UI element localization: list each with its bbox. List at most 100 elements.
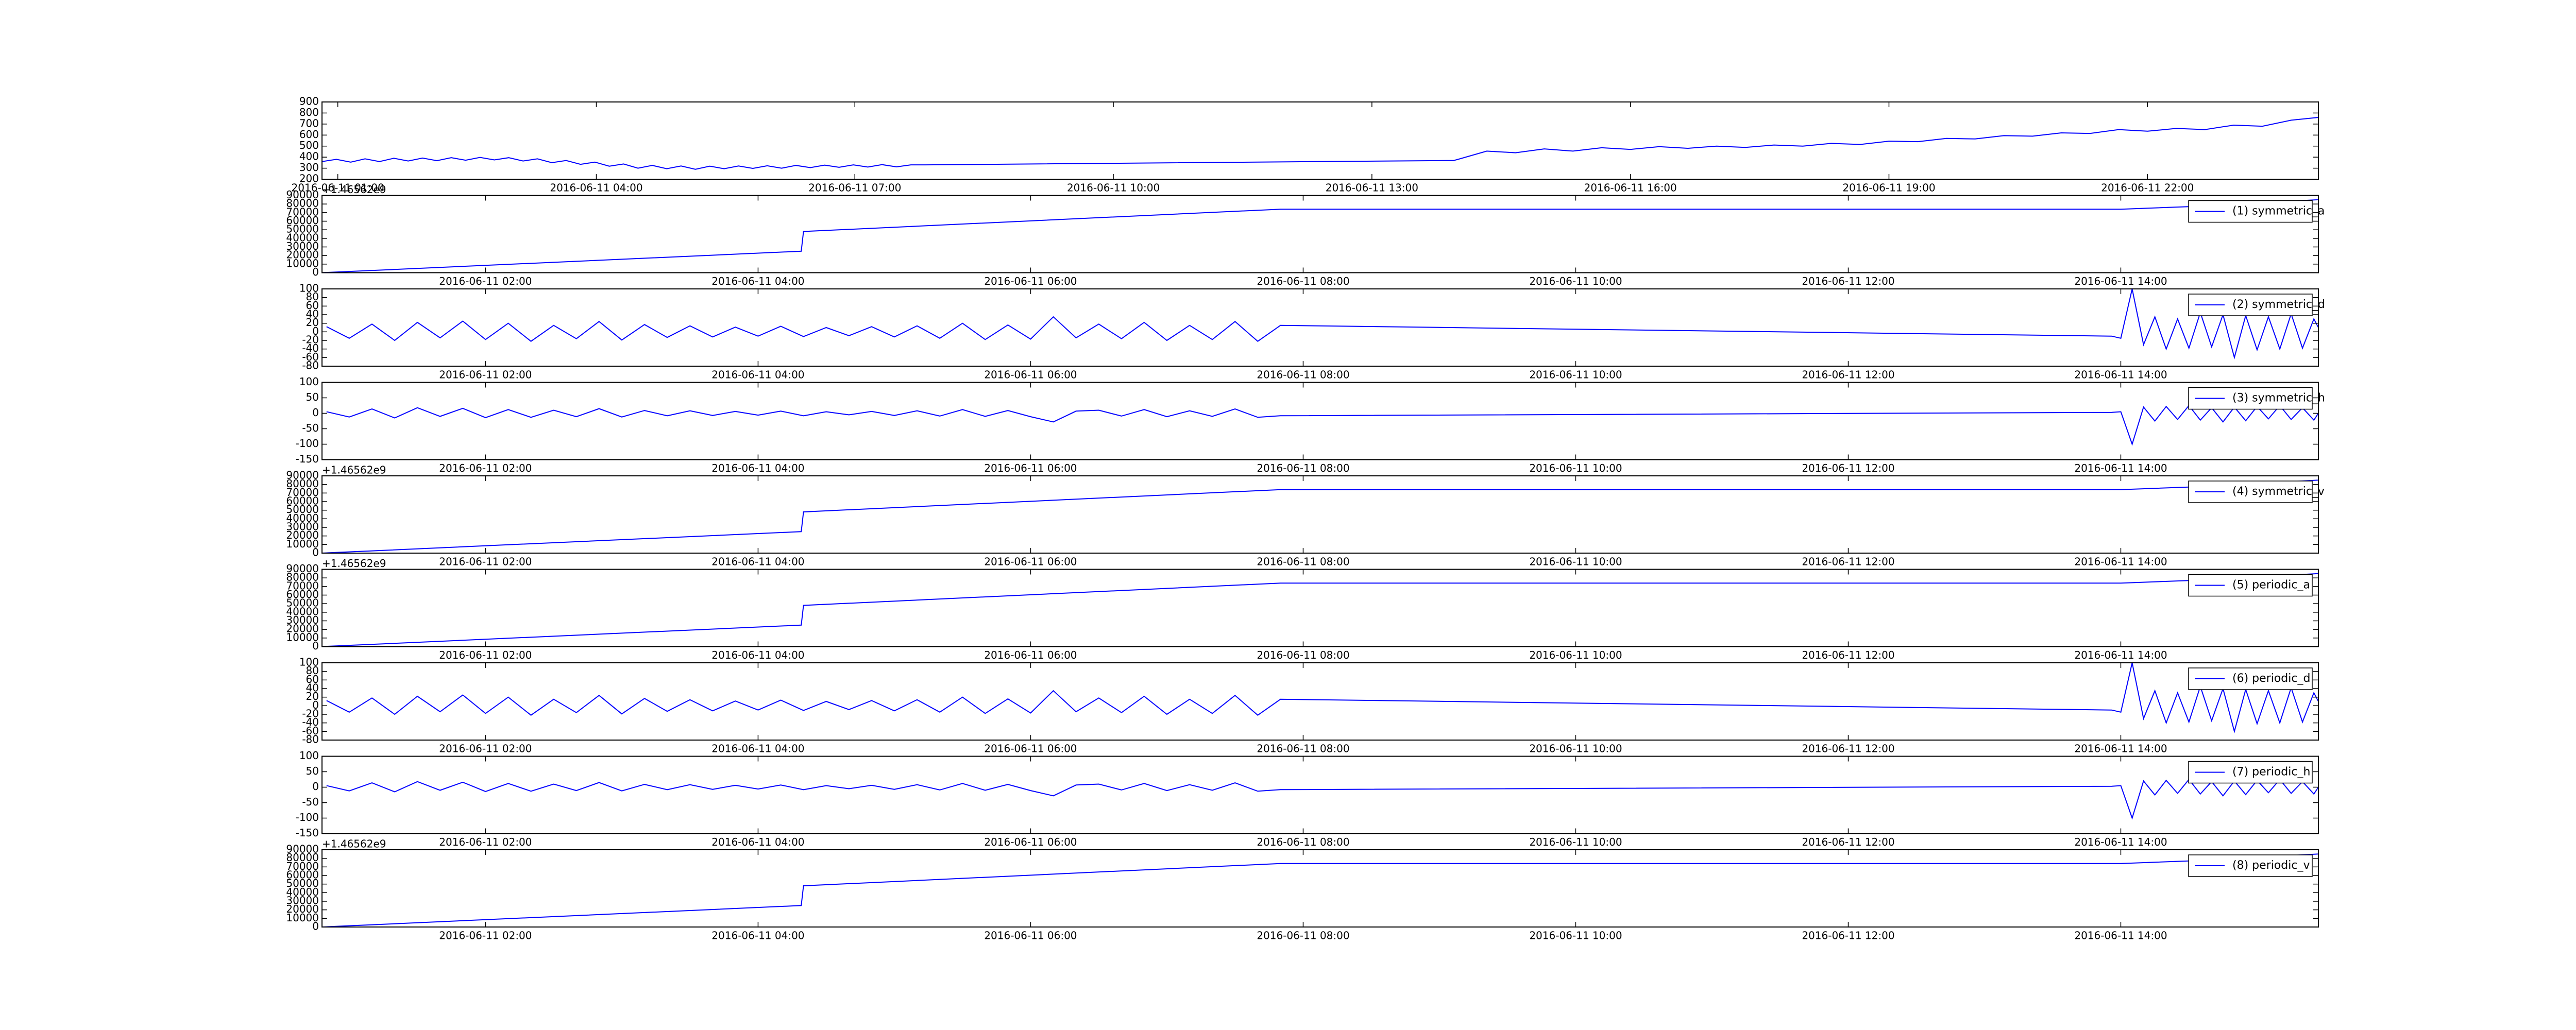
y-tick-label: 70000 bbox=[286, 486, 319, 499]
y-tick-label: 40000 bbox=[286, 231, 319, 244]
y-tick-label: -20 bbox=[302, 708, 319, 720]
y-tick-label: 80000 bbox=[286, 571, 319, 583]
x-tick-label: 2016-06-11 06:00 bbox=[984, 275, 1077, 287]
y-tick-label: -100 bbox=[296, 437, 319, 450]
y-tick-label: 50 bbox=[306, 765, 319, 777]
y-tick-label: 10000 bbox=[286, 257, 319, 269]
y-tick-label: 80000 bbox=[286, 477, 319, 490]
x-tick-label: 2016-06-11 08:00 bbox=[1257, 556, 1349, 568]
x-tick-label: 2016-06-11 08:00 bbox=[1257, 462, 1349, 474]
y-tick-label: 60 bbox=[306, 299, 319, 312]
y-tick-label: 100 bbox=[299, 656, 319, 668]
y-offset-label: +1.46562e9 bbox=[322, 464, 386, 476]
plot-area bbox=[326, 778, 2318, 820]
plot-area bbox=[326, 663, 2318, 734]
y-tick-label: 50000 bbox=[286, 877, 319, 889]
plot-area bbox=[322, 853, 2318, 927]
y-tick-label: 30000 bbox=[286, 521, 319, 533]
y-tick-label: 30000 bbox=[286, 240, 319, 252]
x-tick-label: 2016-06-11 04:00 bbox=[711, 649, 804, 661]
x-tick-label: 2016-06-11 12:00 bbox=[1802, 743, 1894, 755]
x-tick-label: 2016-06-11 14:00 bbox=[2074, 836, 2167, 848]
y-tick-label: 20 bbox=[306, 316, 319, 329]
x-tick-label: 2016-06-11 14:00 bbox=[2074, 275, 2167, 287]
y-tick-label: -50 bbox=[302, 796, 319, 808]
series-line bbox=[322, 573, 2318, 647]
x-tick-label: 2016-06-11 10:00 bbox=[1529, 649, 1622, 661]
x-tick-label: 2016-06-11 02:00 bbox=[439, 836, 532, 848]
y-tick-label: 0 bbox=[312, 406, 319, 419]
y-tick-label: 60000 bbox=[286, 495, 319, 507]
series-line bbox=[326, 404, 2318, 446]
y-tick-label: 10000 bbox=[286, 538, 319, 550]
y-tick-label: 70000 bbox=[286, 579, 319, 592]
legend-label: (1) symmetric_a bbox=[2232, 205, 2325, 218]
x-tick-label: 2016-06-11 08:00 bbox=[1257, 649, 1349, 661]
y-tick-label: -60 bbox=[302, 725, 319, 737]
x-tick-label: 2016-06-11 07:00 bbox=[808, 182, 901, 194]
x-tick-label: 2016-06-11 02:00 bbox=[439, 462, 532, 474]
x-tick-label: 2016-06-11 10:00 bbox=[1529, 836, 1622, 848]
x-tick-label: 2016-06-11 06:00 bbox=[984, 743, 1077, 755]
y-tick-label: 40000 bbox=[286, 605, 319, 617]
x-tick-label: 2016-06-11 02:00 bbox=[439, 743, 532, 755]
y-tick-label: 20 bbox=[306, 690, 319, 702]
y-tick-label: 20000 bbox=[286, 623, 319, 635]
x-tick-label: 2016-06-11 10:00 bbox=[1529, 462, 1622, 474]
x-tick-label: 2016-06-11 02:00 bbox=[439, 275, 532, 287]
y-tick-label: 60 bbox=[306, 673, 319, 685]
legend-label: (8) periodic_v bbox=[2232, 859, 2310, 872]
y-tick-label: -100 bbox=[296, 811, 319, 823]
legend-label: (6) periodic_d bbox=[2232, 672, 2310, 685]
x-tick-label: 2016-06-11 06:00 bbox=[984, 649, 1077, 661]
y-tick-label: 0 bbox=[312, 699, 319, 711]
plot-area bbox=[322, 573, 2318, 647]
y-tick-label: 20000 bbox=[286, 903, 319, 915]
axes-frame bbox=[321, 288, 2319, 367]
x-tick-label: 2016-06-11 04:00 bbox=[711, 836, 804, 848]
x-tick-label: 2016-06-11 19:00 bbox=[1842, 182, 1935, 194]
y-tick-label: -150 bbox=[296, 827, 319, 839]
x-tick-label: 2016-06-11 10:00 bbox=[1529, 930, 1622, 942]
y-tick-label: -150 bbox=[296, 453, 319, 465]
legend-label: (4) symmetric_v bbox=[2232, 485, 2325, 498]
x-tick-label: 2016-06-11 04:00 bbox=[711, 743, 804, 755]
y-tick-label: 60000 bbox=[286, 214, 319, 227]
x-tick-label: 2016-06-11 04:00 bbox=[711, 275, 804, 287]
x-tick-label: 2016-06-11 08:00 bbox=[1257, 369, 1349, 381]
x-tick-label: 2016-06-11 10:00 bbox=[1529, 743, 1622, 755]
x-tick-label: 2016-06-11 12:00 bbox=[1802, 930, 1894, 942]
y-tick-label: -60 bbox=[302, 351, 319, 363]
series-line bbox=[322, 479, 2318, 553]
x-tick-label: 2016-06-11 02:00 bbox=[439, 369, 532, 381]
plot-area bbox=[326, 404, 2318, 446]
x-tick-label: 2016-06-11 08:00 bbox=[1257, 275, 1349, 287]
x-tick-label: 2016-06-11 12:00 bbox=[1802, 462, 1894, 474]
series-line bbox=[322, 199, 2318, 273]
y-tick-label: 20000 bbox=[286, 529, 319, 541]
x-tick-label: 2016-06-11 08:00 bbox=[1257, 836, 1349, 848]
x-tick-label: 2016-06-11 12:00 bbox=[1802, 649, 1894, 661]
y-tick-label: 50000 bbox=[286, 503, 319, 516]
y-offset-label: +1.46562e9 bbox=[322, 838, 386, 850]
y-tick-label: 100 bbox=[299, 282, 319, 295]
x-tick-label: 2016-06-11 08:00 bbox=[1257, 930, 1349, 942]
x-tick-label: 2016-06-11 02:00 bbox=[439, 556, 532, 568]
x-tick-label: 2016-06-11 14:00 bbox=[2074, 930, 2167, 942]
y-offset-label: +1.46562e9 bbox=[322, 183, 386, 196]
y-tick-label: -40 bbox=[302, 716, 319, 728]
plot-area bbox=[326, 289, 2318, 360]
y-tick-label: 100 bbox=[299, 749, 319, 762]
y-tick-label: 90000 bbox=[286, 562, 319, 575]
x-tick-label: 2016-06-11 04:00 bbox=[711, 369, 804, 381]
x-tick-label: 2016-06-11 14:00 bbox=[2074, 369, 2167, 381]
x-tick-label: 2016-06-11 16:00 bbox=[1584, 182, 1677, 194]
legend-box bbox=[2188, 387, 2313, 410]
y-tick-label: -40 bbox=[302, 342, 319, 354]
y-tick-label: -20 bbox=[302, 334, 319, 346]
y-tick-label: 0 bbox=[312, 920, 319, 933]
x-tick-label: 2016-06-11 06:00 bbox=[984, 369, 1077, 381]
y-tick-label: 30000 bbox=[286, 614, 319, 626]
